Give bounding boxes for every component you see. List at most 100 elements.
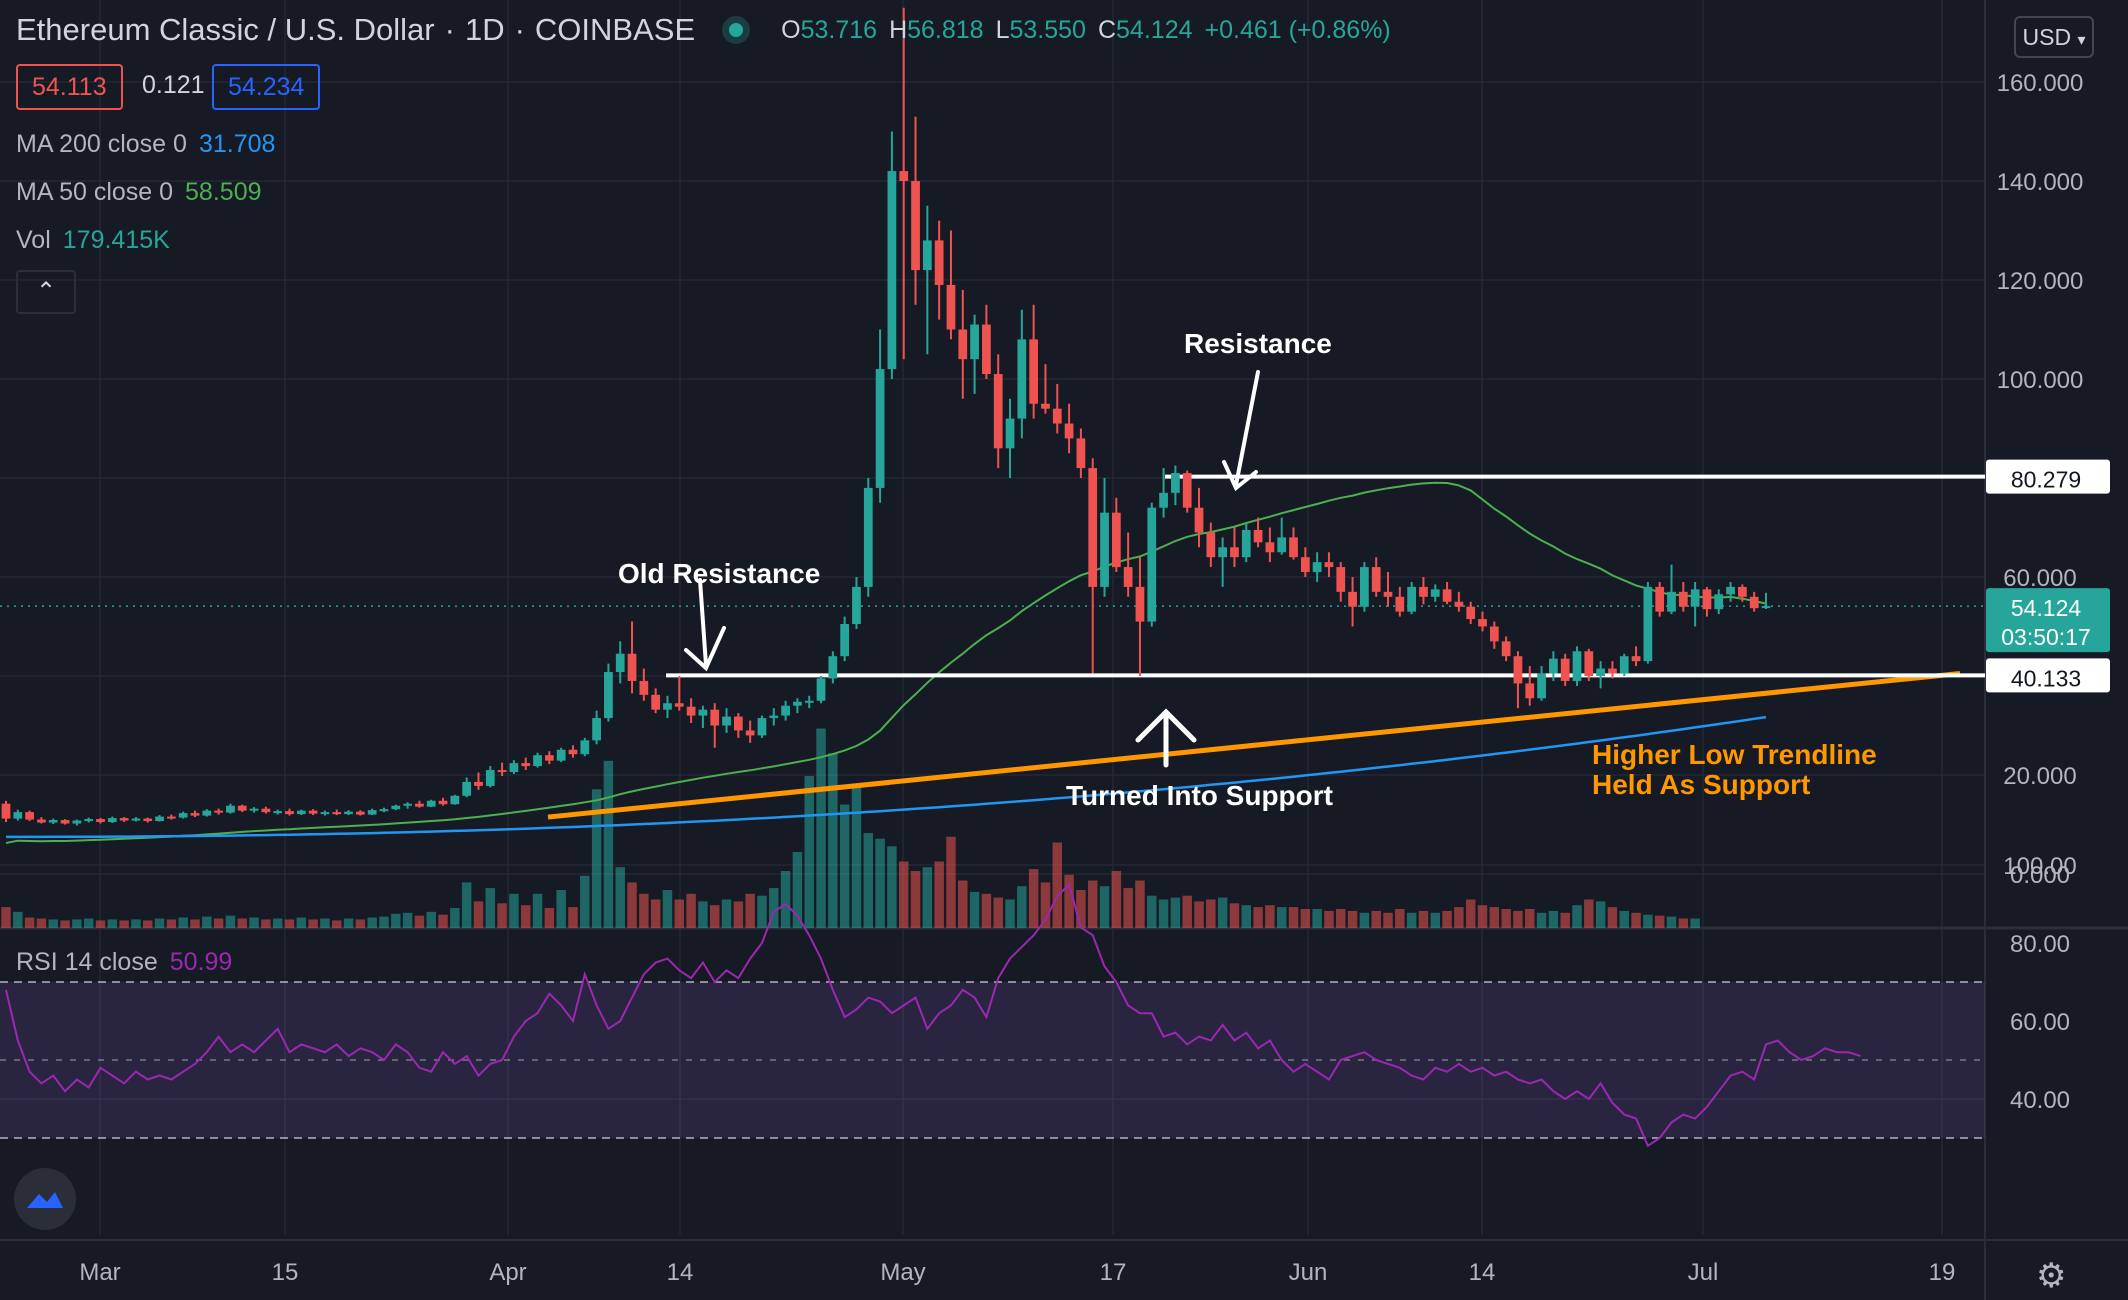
volume-bar bbox=[1477, 905, 1488, 928]
volume-bar bbox=[367, 917, 377, 928]
candle-body bbox=[1218, 547, 1228, 558]
candle-body bbox=[1041, 403, 1050, 409]
header-separator: · bbox=[444, 12, 455, 47]
candle-body bbox=[793, 701, 802, 706]
volume-bar bbox=[910, 871, 921, 928]
time-tick-label: 17 bbox=[1100, 1259, 1127, 1286]
time-tick-label: 14 bbox=[1469, 1259, 1496, 1286]
header-separator: · bbox=[514, 12, 525, 47]
volume-bar bbox=[733, 901, 744, 928]
rsi-tick-label: 80.00 bbox=[2010, 931, 2070, 958]
volume-legend[interactable]: Vol 179.415K bbox=[16, 226, 170, 255]
candle-body bbox=[1182, 473, 1192, 508]
volume-bar bbox=[1099, 886, 1110, 928]
volume-bar bbox=[662, 890, 673, 928]
annotation-trendline-line1: Higher Low Trendline bbox=[1592, 739, 1877, 770]
candle-body bbox=[1289, 537, 1298, 558]
support-price-label-text: 40.133 bbox=[2011, 665, 2081, 691]
ma50-value: 58.509 bbox=[185, 178, 262, 206]
volume-bar bbox=[1513, 910, 1523, 928]
gear-icon[interactable]: ⚙ bbox=[2036, 1257, 2067, 1295]
time-tick-label: 19 bbox=[1929, 1259, 1956, 1286]
candle-body bbox=[946, 284, 956, 330]
volume-bar bbox=[343, 918, 354, 928]
candle-body bbox=[1749, 596, 1759, 609]
candle-body bbox=[84, 819, 94, 822]
rsi-label: RSI 14 close bbox=[16, 948, 158, 976]
volume-bar bbox=[1371, 910, 1381, 928]
support-price-label: 40.133 bbox=[1986, 658, 2110, 693]
volume-bar bbox=[1005, 899, 1015, 928]
sell-price-button[interactable]: 54.113 bbox=[16, 64, 123, 110]
ma50-legend[interactable]: MA 50 close 0 58.509 bbox=[16, 178, 262, 207]
volume-bar bbox=[1076, 890, 1086, 928]
candle-body bbox=[1430, 589, 1440, 597]
volume-bar bbox=[1595, 901, 1606, 928]
candle-body bbox=[426, 800, 436, 807]
symbol-name[interactable]: Ethereum Classic / U.S. Dollar bbox=[16, 12, 435, 47]
candle-body bbox=[367, 810, 377, 815]
time-tick-label: Mar bbox=[79, 1259, 120, 1286]
volume-bar bbox=[1489, 907, 1500, 928]
volume-bar bbox=[580, 875, 590, 928]
volume-bar bbox=[1607, 907, 1618, 928]
volume-bar bbox=[1206, 899, 1216, 928]
candle-body bbox=[663, 703, 672, 710]
volume-bar bbox=[72, 919, 82, 928]
volume-bar bbox=[1442, 910, 1452, 928]
volume-bar bbox=[556, 890, 566, 928]
ma200-legend[interactable]: MA 200 close 0 31.708 bbox=[16, 130, 275, 159]
open-label: O bbox=[781, 15, 801, 44]
time-tick-label: 15 bbox=[272, 1259, 299, 1286]
candle-body bbox=[308, 810, 318, 814]
volume-bar bbox=[1643, 914, 1653, 928]
candle-body bbox=[1442, 589, 1452, 602]
candle-body bbox=[1454, 601, 1464, 607]
volume-bar bbox=[36, 918, 47, 928]
volume-bar bbox=[1241, 905, 1251, 928]
exchange: COINBASE bbox=[534, 12, 696, 47]
candle-body bbox=[450, 795, 460, 805]
candle-body bbox=[1726, 586, 1735, 595]
candle-body bbox=[1324, 562, 1334, 568]
volume-bar bbox=[1560, 912, 1570, 928]
chevron-up-icon[interactable]: ⌃ bbox=[16, 270, 76, 314]
candle-body bbox=[1513, 656, 1523, 684]
candle-body bbox=[131, 818, 141, 821]
volume-bar bbox=[898, 861, 909, 928]
volume-value: 179.415K bbox=[62, 226, 170, 254]
support-price-label-bg bbox=[1986, 658, 2110, 693]
volume-bar bbox=[532, 893, 543, 928]
last-price-label-bg bbox=[1986, 588, 2110, 653]
ma200-line bbox=[6, 715, 1767, 839]
candle-body bbox=[119, 818, 129, 821]
resistance-price-label-bg bbox=[1986, 459, 2110, 494]
tradingview-logo-icon[interactable] bbox=[14, 1168, 76, 1230]
chevron-down-icon: ▾ bbox=[2077, 32, 2086, 49]
volume-bar bbox=[202, 916, 212, 928]
candle-body bbox=[1171, 473, 1180, 493]
resistance-price-label-text: 80.279 bbox=[2011, 467, 2081, 493]
candle-body bbox=[1690, 589, 1700, 607]
volume-bar bbox=[143, 920, 153, 928]
candle-body bbox=[190, 813, 200, 816]
candle-body bbox=[1265, 542, 1275, 553]
candle-body bbox=[1111, 512, 1121, 568]
candle-body bbox=[296, 810, 306, 815]
interval[interactable]: 1D bbox=[464, 12, 505, 47]
rsi-legend[interactable]: RSI 14 close 50.99 bbox=[16, 948, 232, 977]
candle-body bbox=[639, 680, 649, 695]
volume-bar bbox=[780, 871, 791, 928]
rsi-tick-label: 100.00 bbox=[2003, 853, 2076, 880]
change-value: +0.461 (+0.86%) bbox=[1204, 15, 1391, 44]
buy-price-button[interactable]: 54.234 bbox=[212, 64, 321, 110]
candle-body bbox=[261, 808, 271, 813]
volume-bar bbox=[1406, 912, 1417, 928]
volume-bar bbox=[1324, 910, 1334, 928]
candle-body bbox=[1608, 668, 1617, 674]
candle-body bbox=[1100, 512, 1109, 587]
volume-bar bbox=[320, 918, 330, 928]
currency-selector[interactable]: USD ▾ bbox=[2014, 16, 2094, 58]
volume-bar bbox=[757, 895, 767, 928]
